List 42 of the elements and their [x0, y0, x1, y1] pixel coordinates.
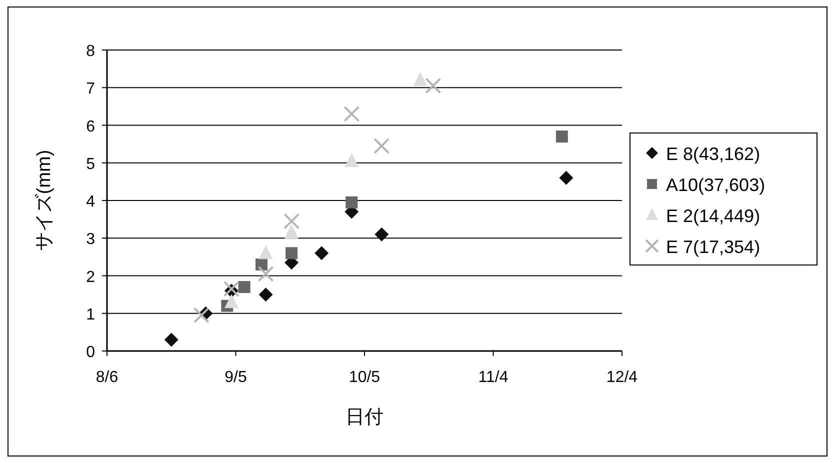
point	[425, 78, 442, 94]
point	[284, 213, 300, 230]
point	[284, 224, 299, 238]
y-axis-title: サイズ(mm)	[34, 150, 55, 252]
point	[374, 227, 389, 242]
y-tick-label: 8	[86, 43, 96, 60]
y-tick-label: 0	[86, 344, 96, 361]
legend-label: E 8(43,162)	[666, 144, 760, 164]
point	[346, 196, 358, 208]
point	[223, 280, 240, 297]
point	[258, 266, 274, 282]
point	[286, 247, 298, 260]
y-tick-label: 7	[86, 80, 96, 98]
point	[344, 152, 359, 167]
point	[258, 245, 273, 260]
point	[344, 106, 360, 122]
x-tick-label: 10/5	[348, 369, 380, 386]
legend-label: E 7(17,354)	[666, 237, 760, 257]
point	[238, 281, 250, 294]
y-tick-label: 3	[86, 231, 96, 248]
point	[193, 307, 210, 324]
x-tick-label: 11/4	[478, 369, 508, 386]
x-axis-title: 日付	[346, 407, 384, 428]
point	[258, 288, 273, 302]
y-tick-label: 2	[86, 268, 96, 286]
x-tick-label: 8/6	[96, 369, 118, 386]
y-tick-label: 4	[86, 194, 96, 210]
y-tick-label: 1	[86, 306, 96, 324]
legend-label: E 2(14,449)	[666, 206, 760, 226]
y-tick-label: 6	[86, 118, 96, 136]
point	[374, 138, 390, 154]
point	[164, 332, 178, 347]
legend-label: A10(37,603)	[666, 175, 766, 195]
point	[413, 72, 428, 86]
point	[224, 294, 238, 308]
point	[314, 246, 329, 260]
point	[256, 258, 268, 270]
point	[556, 130, 568, 143]
point	[559, 170, 574, 185]
y-tick-label: 5	[86, 156, 96, 173]
x-tick-label: 12/4	[606, 369, 638, 386]
x-tick-label: 9/5	[224, 369, 247, 386]
